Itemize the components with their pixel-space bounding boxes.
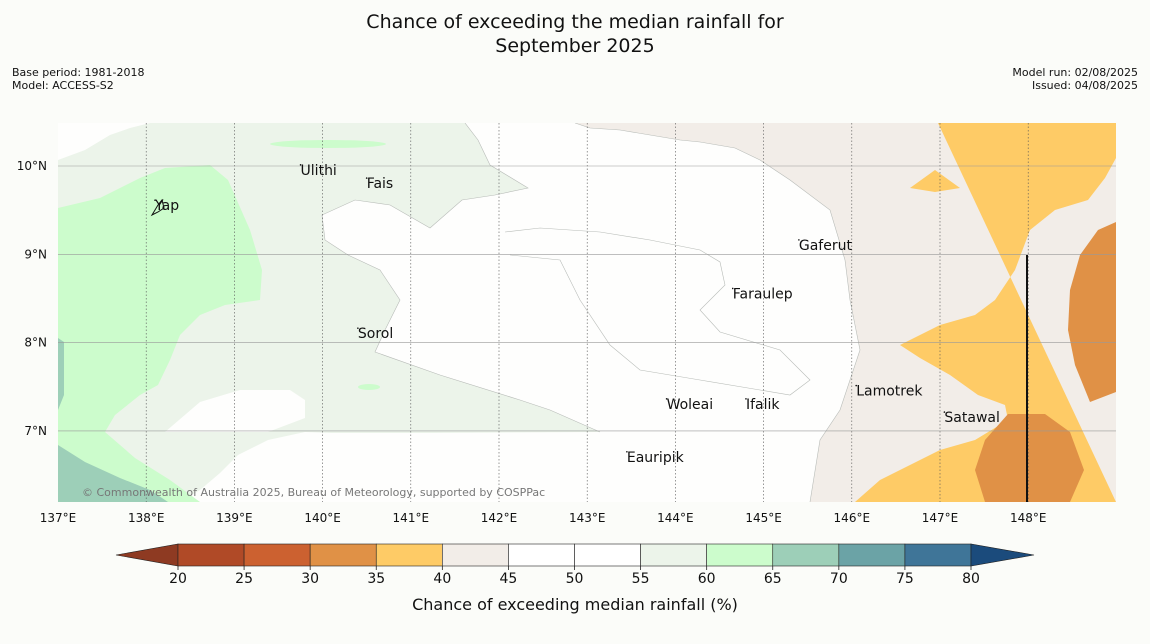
colorbar-under-arrow <box>115 543 179 567</box>
lon-tick-label: 147°E <box>922 511 959 525</box>
colorbar-tick-label: 20 <box>169 571 187 587</box>
region-40-45-patch <box>910 228 964 275</box>
colorbar-tick-label: 80 <box>962 571 980 587</box>
region-35-40 <box>855 123 1116 502</box>
place-marker <box>855 384 858 387</box>
grid-lines <box>58 123 1116 502</box>
place-label: Lamotrek <box>856 384 923 400</box>
lon-tick-label: 148°E <box>1010 511 1047 525</box>
place-marker <box>943 411 946 413</box>
lon-tick-label: 146°E <box>834 511 871 525</box>
copyright-text: © Commonwealth of Australia 2025, Bureau… <box>82 486 545 499</box>
lat-tick-label: 8°N <box>24 336 47 350</box>
colorbar-bin <box>375 543 443 567</box>
contour-lines <box>321 123 861 502</box>
colorbar-bin <box>640 543 707 567</box>
lon-tick-label: 144°E <box>657 511 694 525</box>
place-marker <box>154 199 156 201</box>
colorbar-bin <box>177 543 245 567</box>
colorbar-tick-label: 55 <box>632 571 650 587</box>
lat-tick-label: 10°N <box>17 159 47 173</box>
lon-tick-label: 141°E <box>393 511 430 525</box>
colorbar-bin <box>838 543 906 567</box>
place-marker <box>731 287 734 290</box>
place-label: Sorol <box>358 326 393 342</box>
region-65-70-south <box>58 445 168 502</box>
colorbar-title: Chance of exceeding median rainfall (%) <box>412 595 738 614</box>
colorbar-tick-label: 40 <box>433 571 451 587</box>
colorbar-bin <box>243 543 311 567</box>
colorbar-bin <box>574 543 641 567</box>
colorbar-tick-label: 60 <box>698 571 716 587</box>
region-30-35-east <box>1068 222 1116 402</box>
region-35-40-small <box>910 170 960 192</box>
lat-tick-labels: 10°N 9°N 8°N 7°N <box>17 159 47 438</box>
issued-text: Issued: 04/08/2025 <box>1031 79 1138 92</box>
colorbar-tick-label: 30 <box>301 571 319 587</box>
colorbar-over-arrow <box>970 543 1035 567</box>
region-60-65 <box>58 165 262 502</box>
place-marker <box>299 164 302 166</box>
region-45-55-inner <box>165 390 305 432</box>
colorbar: 20 25 30 35 40 45 50 55 60 65 70 75 80 <box>115 543 1035 587</box>
place-label: Ulithi <box>301 163 337 179</box>
colorbar-tick-label: 65 <box>764 571 782 587</box>
colorbar-bin <box>904 543 972 567</box>
colorbar-bin <box>706 543 774 567</box>
colorbar-tick-label: 50 <box>566 571 584 587</box>
lon-tick-label: 145°E <box>745 511 782 525</box>
place-label: Woleai <box>667 397 714 413</box>
place-label: Eauripik <box>627 450 685 466</box>
place-label: Faraulep <box>733 286 793 302</box>
yap-island-outline <box>150 198 165 217</box>
model-run-text: Model run: 02/08/2025 <box>1012 66 1138 79</box>
region-40-45 <box>575 123 1116 502</box>
place-labels: Ulithi Fais Yap Gaferut Faraulep Sorol Lamotre… <box>154 163 1000 466</box>
region-65-70-west <box>58 338 64 410</box>
colorbar-bin <box>442 543 509 567</box>
region-50-55-hollow <box>716 174 724 198</box>
colorbar-tick-label: 70 <box>830 571 848 587</box>
meta-right: Model run: 02/08/2025 Issued: 04/08/2025 <box>1012 66 1138 92</box>
lon-tick-label: 137°E <box>40 511 77 525</box>
place-label: Ifalik <box>746 397 780 413</box>
colorbar-tick-label: 35 <box>367 571 385 587</box>
lon-tick-label: 139°E <box>216 511 253 525</box>
place-label: Gaferut <box>799 238 853 254</box>
model-text: Model: ACCESS-S2 <box>12 79 114 92</box>
colorbar-tick-label: 45 <box>500 571 518 587</box>
lat-tick-label: 9°N <box>24 247 47 261</box>
base-period-text: Base period: 1981-2018 <box>12 66 145 79</box>
title-line-2: September 2025 <box>495 35 655 57</box>
title-line-1: Chance of exceeding the median rainfall … <box>366 11 784 33</box>
lon-tick-label: 142°E <box>481 511 518 525</box>
place-marker <box>798 239 800 241</box>
place-marker <box>626 451 628 453</box>
place-marker <box>665 398 668 400</box>
colorbar-tick-label: 75 <box>896 571 914 587</box>
place-marker <box>357 327 359 329</box>
lon-tick-labels: 137°E 138°E 139°E 140°E 141°E 142°E 143°E 144°E… <box>40 511 1047 525</box>
place-marker <box>365 177 368 179</box>
place-label: Satawal <box>944 410 999 426</box>
meta-left: Base period: 1981-2018 Model: ACCESS-S2 <box>12 66 144 92</box>
lon-tick-label: 143°E <box>569 511 606 525</box>
colorbar-bin <box>772 543 840 567</box>
place-marker <box>745 398 747 400</box>
chart-title: Chance of exceeding the median rainfall … <box>0 10 1150 58</box>
place-label: Yap <box>154 198 179 214</box>
region-60-65-small-north <box>270 140 386 148</box>
region-30-35-south <box>975 414 1084 502</box>
colorbar-bin <box>508 543 575 567</box>
lat-tick-label: 7°N <box>24 424 47 438</box>
lon-tick-label: 138°E <box>128 511 165 525</box>
lon-tick-label: 140°E <box>304 511 341 525</box>
colorbar-tick-label: 25 <box>235 571 253 587</box>
region-60-65-small-south <box>358 384 380 390</box>
colorbar-bin <box>309 543 377 567</box>
place-label: Fais <box>367 176 394 192</box>
